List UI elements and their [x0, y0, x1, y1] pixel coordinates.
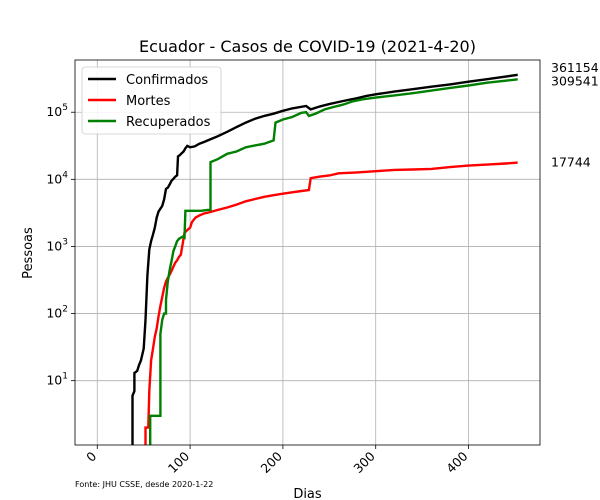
y-tick-base: 10	[46, 104, 62, 119]
y-tick-exponent: 1	[62, 372, 68, 382]
legend-label-recuperados: Recuperados	[126, 115, 211, 130]
series-layer	[131, 73, 518, 445]
chart-title: Ecuador - Casos de COVID-19 (2021-4-20)	[139, 37, 476, 56]
end-labels: 361154 17744 309541	[551, 60, 599, 170]
end-label-confirmados: 361154	[551, 60, 599, 75]
legend-box	[81, 66, 222, 135]
plot-area-frame	[74, 59, 541, 446]
x-axis-label: Dias	[293, 487, 322, 500]
y-tick-base: 10	[46, 306, 62, 321]
y-tick-label: 101	[46, 372, 68, 388]
legend-label-mortes: Mortes	[126, 94, 171, 109]
end-label-recuperados: 309541	[551, 73, 599, 88]
y-tick-base: 10	[46, 373, 62, 388]
end-label-mortes: 17744	[551, 155, 591, 170]
legend-label-confirmados: Confirmados	[126, 73, 208, 88]
y-tick-base: 10	[46, 171, 62, 186]
y-tick-exponent: 2	[62, 305, 68, 315]
y-tick-label: 103	[46, 237, 68, 253]
series-line-recuperados	[149, 78, 518, 445]
legend: Confirmados Mortes Recuperados	[81, 66, 222, 135]
y-tick-exponent: 5	[62, 103, 68, 113]
y-tick-label: 104	[46, 170, 68, 186]
y-tick-base: 10	[46, 238, 62, 253]
y-tick-exponent: 3	[62, 237, 68, 247]
y-tick-exponent: 4	[62, 170, 68, 180]
series-line-mortes	[144, 161, 518, 445]
y-tick-label: 102	[46, 305, 68, 321]
y-axis-label: Pessoas	[21, 227, 36, 279]
y-tick-label: 105	[46, 103, 68, 119]
source-note: Fonte: JHU CSSE, desde 2020-1-22	[75, 480, 213, 489]
series-line-confirmados	[131, 73, 518, 445]
